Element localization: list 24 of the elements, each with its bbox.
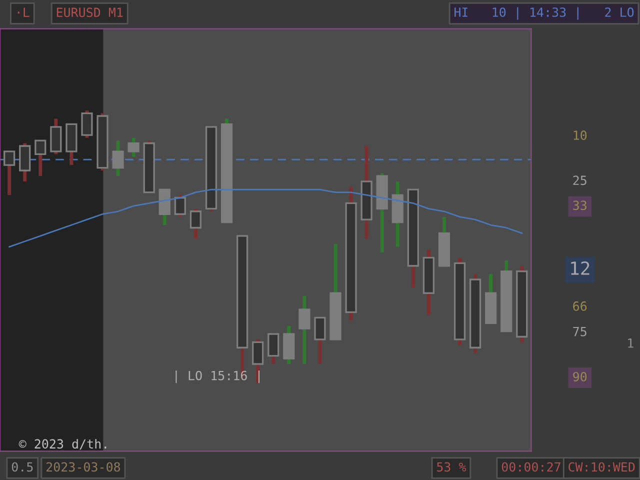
text: 25 bbox=[573, 176, 586, 186]
text: © 2023 d/th. bbox=[18, 438, 106, 450]
text: HI 10 | 14:33 | 2 LO bbox=[454, 7, 634, 20]
text: 2023-03-08 bbox=[46, 462, 120, 472]
text: 33 bbox=[573, 200, 586, 210]
candlestick bbox=[112, 140, 124, 176]
text: 12 bbox=[571, 261, 590, 275]
candlestick bbox=[360, 146, 372, 239]
text: 75 bbox=[573, 327, 586, 336]
text: EURUSD M1 bbox=[56, 8, 123, 18]
text: 10 bbox=[574, 130, 587, 140]
candlestick bbox=[298, 296, 310, 364]
text: ·L bbox=[18, 8, 30, 17]
text: 0.5 bbox=[12, 462, 33, 472]
annotation: | LO 15:16 | bbox=[176, 370, 260, 384]
text: 53 % bbox=[437, 462, 466, 472]
candlestick bbox=[345, 186, 357, 320]
candlestick bbox=[422, 250, 434, 315]
candlestick bbox=[392, 181, 404, 247]
text: 90 bbox=[573, 372, 587, 382]
text: 00:00:27 bbox=[502, 462, 560, 472]
text: 66 bbox=[573, 301, 587, 311]
text: 1 bbox=[628, 338, 634, 348]
text: CW:10:WED bbox=[568, 462, 635, 472]
